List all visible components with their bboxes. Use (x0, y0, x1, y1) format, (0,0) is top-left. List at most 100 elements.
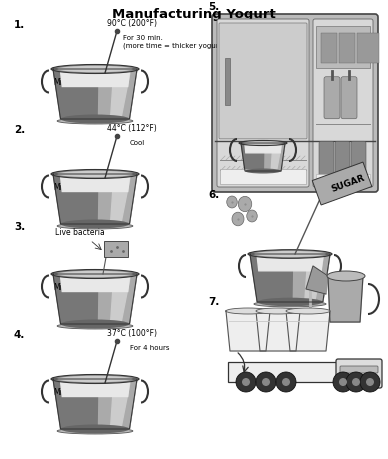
Polygon shape (306, 266, 328, 294)
FancyBboxPatch shape (335, 142, 350, 178)
Ellipse shape (327, 271, 365, 281)
Polygon shape (61, 277, 130, 292)
Text: Cool: Cool (130, 140, 145, 146)
Polygon shape (111, 274, 131, 325)
Polygon shape (293, 254, 330, 302)
FancyBboxPatch shape (316, 27, 370, 69)
Ellipse shape (243, 142, 283, 146)
Ellipse shape (254, 252, 326, 257)
Text: Milk: Milk (53, 282, 69, 291)
Polygon shape (99, 274, 137, 325)
FancyBboxPatch shape (228, 362, 338, 382)
FancyBboxPatch shape (341, 78, 357, 119)
Ellipse shape (242, 378, 250, 386)
Polygon shape (53, 70, 137, 120)
Polygon shape (53, 379, 137, 429)
Ellipse shape (57, 323, 133, 329)
Ellipse shape (256, 372, 276, 392)
Text: 44°C (112°F): 44°C (112°F) (107, 124, 157, 133)
FancyBboxPatch shape (313, 20, 373, 188)
Ellipse shape (232, 213, 244, 226)
FancyBboxPatch shape (219, 24, 307, 140)
Text: 90°C (200°F): 90°C (200°F) (107, 19, 157, 28)
Ellipse shape (57, 376, 133, 382)
Ellipse shape (238, 197, 252, 212)
Ellipse shape (236, 372, 256, 392)
Ellipse shape (51, 270, 139, 279)
FancyBboxPatch shape (225, 59, 230, 106)
Polygon shape (99, 379, 137, 429)
Ellipse shape (352, 378, 360, 386)
Ellipse shape (262, 378, 270, 386)
Polygon shape (53, 174, 137, 224)
Polygon shape (305, 254, 324, 302)
Polygon shape (265, 144, 285, 172)
Polygon shape (257, 257, 323, 271)
Text: 1.: 1. (14, 20, 25, 30)
Ellipse shape (286, 308, 330, 314)
Ellipse shape (51, 375, 139, 384)
Ellipse shape (360, 372, 380, 392)
Ellipse shape (57, 171, 133, 178)
Ellipse shape (333, 372, 353, 392)
Ellipse shape (57, 119, 133, 125)
FancyBboxPatch shape (319, 142, 334, 178)
Polygon shape (111, 379, 131, 429)
Ellipse shape (51, 170, 139, 179)
Text: Manufacturing Yogurt: Manufacturing Yogurt (112, 8, 276, 21)
FancyBboxPatch shape (351, 142, 366, 178)
FancyBboxPatch shape (212, 15, 378, 193)
Ellipse shape (346, 372, 366, 392)
Ellipse shape (61, 220, 130, 229)
Ellipse shape (57, 428, 133, 434)
Polygon shape (53, 274, 137, 325)
Polygon shape (61, 73, 130, 87)
Text: 4.: 4. (14, 329, 25, 339)
Text: SUGAR: SUGAR (330, 174, 366, 194)
Polygon shape (226, 311, 270, 351)
Text: Milk: Milk (53, 78, 69, 87)
Ellipse shape (256, 308, 300, 314)
Text: Milk: Milk (53, 183, 69, 191)
Ellipse shape (254, 302, 326, 307)
FancyBboxPatch shape (312, 163, 372, 206)
FancyBboxPatch shape (316, 174, 370, 185)
Polygon shape (328, 276, 363, 322)
FancyBboxPatch shape (357, 34, 379, 64)
Ellipse shape (226, 308, 270, 314)
Ellipse shape (366, 378, 374, 386)
Ellipse shape (339, 378, 347, 386)
FancyBboxPatch shape (340, 366, 378, 373)
Text: 2.: 2. (14, 125, 25, 134)
Polygon shape (61, 382, 130, 397)
Ellipse shape (282, 378, 290, 386)
Polygon shape (241, 144, 285, 172)
FancyBboxPatch shape (217, 20, 309, 188)
Ellipse shape (61, 425, 130, 434)
FancyBboxPatch shape (336, 359, 382, 388)
Ellipse shape (276, 372, 296, 392)
Polygon shape (61, 177, 130, 192)
Polygon shape (245, 145, 281, 153)
Ellipse shape (57, 224, 133, 230)
Text: For 30 min.
(more time = thicker yogurt): For 30 min. (more time = thicker yogurt) (123, 35, 224, 49)
FancyBboxPatch shape (104, 241, 128, 257)
Ellipse shape (245, 169, 281, 174)
Text: Live bacteria: Live bacteria (55, 228, 105, 236)
FancyBboxPatch shape (339, 34, 355, 64)
Ellipse shape (257, 298, 323, 307)
Ellipse shape (57, 67, 133, 73)
Ellipse shape (247, 211, 257, 223)
Polygon shape (111, 174, 131, 224)
Polygon shape (99, 70, 137, 120)
Ellipse shape (61, 115, 130, 124)
FancyBboxPatch shape (324, 78, 340, 119)
Polygon shape (99, 174, 137, 224)
Ellipse shape (57, 271, 133, 278)
Polygon shape (286, 311, 330, 351)
Polygon shape (256, 311, 300, 351)
Text: Milk: Milk (53, 387, 69, 396)
Text: 5.: 5. (208, 2, 219, 12)
Text: 7.: 7. (208, 297, 219, 306)
Ellipse shape (243, 172, 283, 175)
